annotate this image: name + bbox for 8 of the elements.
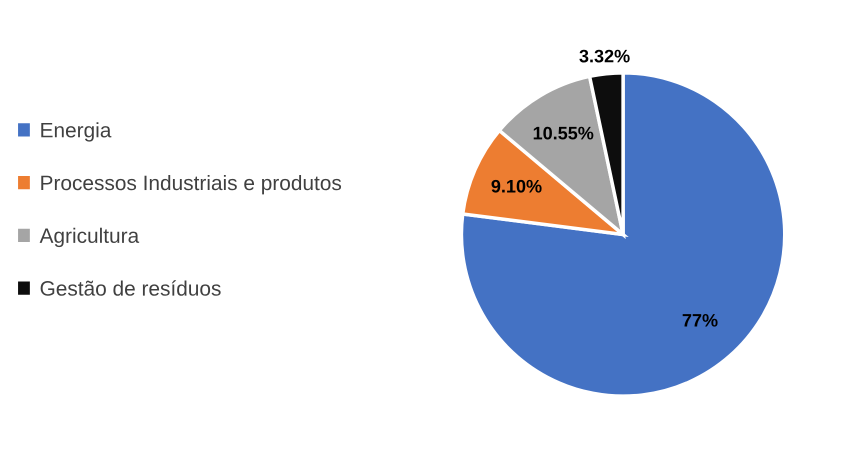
data-label: 9.10% — [492, 180, 542, 193]
legend-label: Processos Industriais e produtos — [41, 174, 342, 194]
data-label: 3.32% — [579, 50, 630, 63]
legend-label: Energia — [41, 122, 112, 142]
data-label: 77% — [682, 314, 718, 327]
legend-label: Agricultura — [40, 228, 140, 248]
data-label: 10.55% — [534, 126, 594, 140]
legend-label: Gestão de resíduos — [40, 280, 221, 296]
